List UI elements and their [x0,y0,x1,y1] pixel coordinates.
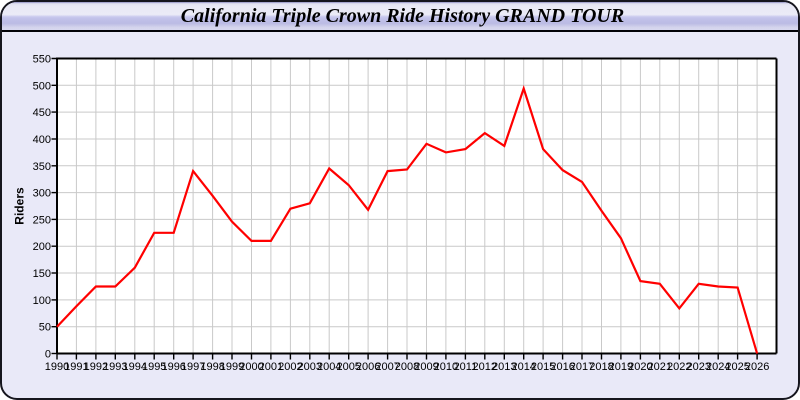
svg-text:2019: 2019 [609,361,633,373]
svg-text:2015: 2015 [531,361,555,373]
svg-text:2017: 2017 [570,361,594,373]
svg-text:2026: 2026 [745,361,769,373]
svg-text:300: 300 [33,188,51,200]
svg-text:1999: 1999 [220,361,244,373]
svg-text:1997: 1997 [181,361,205,373]
svg-text:2018: 2018 [589,361,613,373]
svg-text:2024: 2024 [706,361,730,373]
svg-text:1992: 1992 [84,361,108,373]
svg-text:2021: 2021 [648,361,672,373]
svg-text:400: 400 [33,134,51,146]
svg-text:550: 550 [33,54,51,66]
svg-text:2003: 2003 [298,361,322,373]
svg-text:100: 100 [33,295,51,307]
svg-text:50: 50 [39,322,51,334]
svg-text:0: 0 [45,349,51,361]
svg-text:350: 350 [33,161,51,173]
svg-text:500: 500 [33,80,51,92]
svg-text:2007: 2007 [375,361,399,373]
svg-text:2014: 2014 [511,361,535,373]
svg-text:2022: 2022 [667,361,691,373]
svg-text:1995: 1995 [142,361,166,373]
svg-text:250: 250 [33,214,51,226]
svg-text:2001: 2001 [259,361,283,373]
svg-text:2008: 2008 [395,361,419,373]
svg-text:2006: 2006 [356,361,380,373]
svg-text:2009: 2009 [414,361,438,373]
svg-text:1993: 1993 [103,361,127,373]
svg-text:150: 150 [33,268,51,280]
svg-text:2002: 2002 [278,361,302,373]
svg-text:2020: 2020 [628,361,652,373]
svg-text:2004: 2004 [317,361,341,373]
svg-text:1990: 1990 [45,361,69,373]
svg-text:1998: 1998 [200,361,224,373]
svg-text:200: 200 [33,241,51,253]
svg-text:2012: 2012 [473,361,497,373]
svg-text:1994: 1994 [123,361,147,373]
svg-text:2013: 2013 [492,361,516,373]
svg-text:2005: 2005 [336,361,360,373]
svg-text:450: 450 [33,107,51,119]
svg-text:2011: 2011 [454,361,478,373]
svg-text:2025: 2025 [725,361,749,373]
svg-text:1991: 1991 [64,361,88,373]
svg-text:2010: 2010 [434,361,458,373]
svg-text:1996: 1996 [161,361,185,373]
svg-text:2000: 2000 [239,361,263,373]
svg-text:2023: 2023 [686,361,710,373]
svg-text:Riders: Riders [13,187,27,225]
svg-text:2016: 2016 [550,361,574,373]
